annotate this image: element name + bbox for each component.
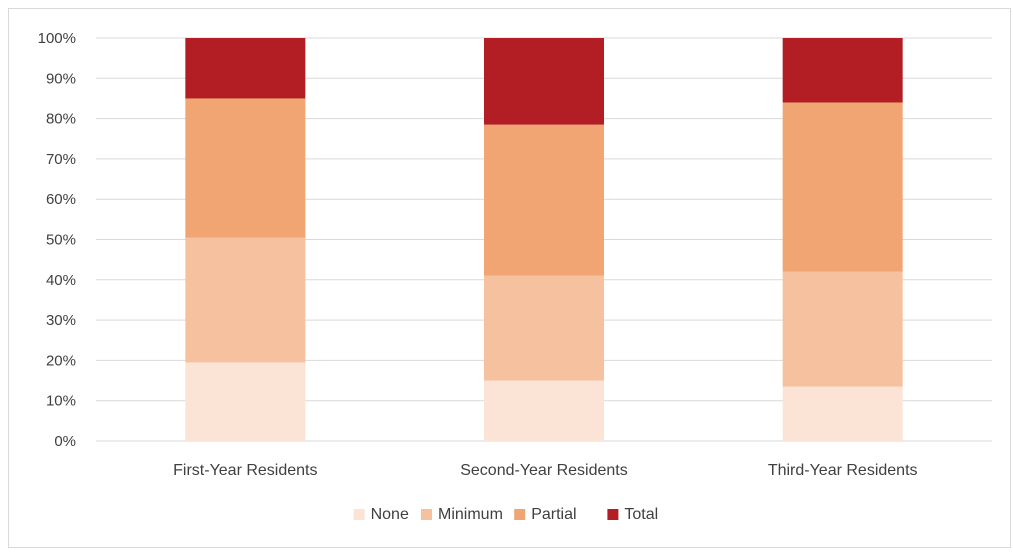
- bar-segment-partial: [185, 98, 306, 238]
- legend-swatch: [421, 509, 432, 520]
- bars: [185, 38, 903, 441]
- y-tick-label: 70%: [46, 151, 76, 168]
- bar-segment-none: [782, 386, 903, 441]
- bar-segment-none: [484, 380, 604, 441]
- bar-segment-partial: [484, 124, 604, 276]
- y-tick-label: 50%: [46, 232, 76, 249]
- x-tick-label: Third-Year Residents: [768, 462, 918, 479]
- y-tick-label: 80%: [46, 111, 76, 128]
- y-tick-label: 10%: [46, 393, 76, 410]
- y-axis-tick-labels: 0% 10% 20% 30% 40% 50% 60% 70% 80% 90% 100%: [38, 30, 76, 450]
- chart-area: 0% 10% 20% 30% 40% 50% 60% 70% 80% 90% 100% First-…: [8, 8, 1011, 548]
- x-tick-label: Second-Year Residents: [460, 462, 628, 479]
- y-tick-label: 60%: [46, 191, 76, 208]
- legend-label: None: [371, 506, 409, 523]
- legend-swatch: [607, 509, 619, 520]
- x-tick-label: First-Year Residents: [173, 462, 317, 479]
- y-tick-label: 90%: [46, 70, 76, 87]
- stacked-bar-chart: 0% 10% 20% 30% 40% 50% 60% 70% 80% 90% 100% First-…: [38, 30, 992, 523]
- bar-segment-partial: [782, 102, 903, 272]
- legend-item: Partial: [514, 506, 577, 523]
- y-tick-label: 100%: [38, 30, 76, 47]
- legend-item: Total: [607, 506, 658, 523]
- x-axis-tick-labels: First-Year Residents Second-Year Resident…: [173, 462, 917, 479]
- legend-label: Partial: [531, 506, 576, 523]
- bar-segment-none: [185, 362, 306, 441]
- bar-segment-minimum: [782, 271, 903, 387]
- bar-segment-total: [782, 38, 903, 103]
- bar-segment-total: [484, 38, 604, 125]
- legend-swatch: [514, 509, 526, 520]
- bar-segment-minimum: [185, 237, 306, 363]
- legend-label: Minimum: [438, 506, 503, 523]
- legend: None Minimum Partial Total: [353, 506, 658, 523]
- y-tick-label: 40%: [46, 272, 76, 289]
- legend-label: Total: [624, 506, 658, 523]
- y-tick-label: 0%: [54, 433, 76, 450]
- legend-item: Minimum: [421, 506, 503, 523]
- y-tick-label: 30%: [46, 312, 76, 329]
- y-tick-label: 20%: [46, 352, 76, 369]
- bar-segment-minimum: [484, 275, 604, 381]
- legend-item: None: [353, 506, 409, 523]
- bar-segment-total: [185, 38, 306, 99]
- legend-swatch: [353, 509, 365, 520]
